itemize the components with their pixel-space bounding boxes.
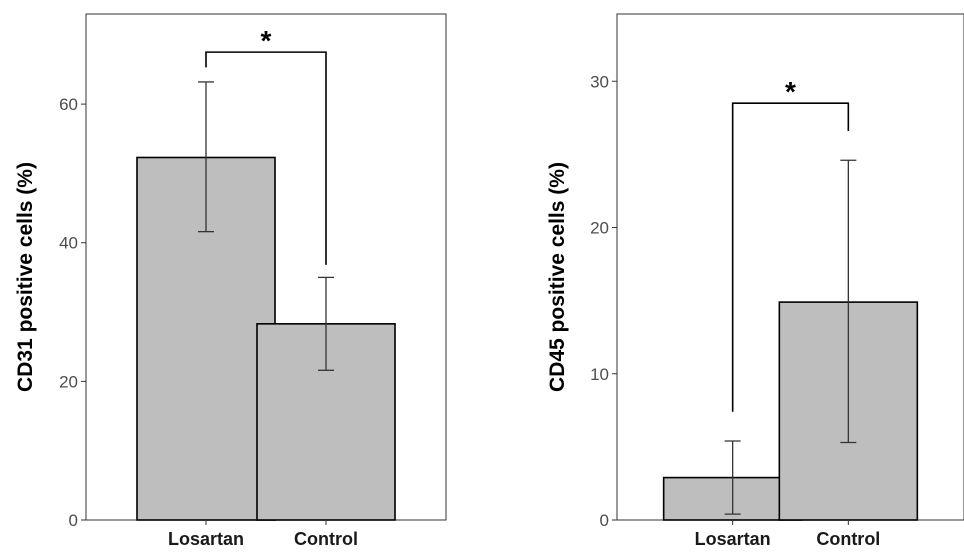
cd45-errorbar-losartan: [724, 440, 741, 515]
cd45-ylabel: CD45 positive cells (%): [546, 162, 569, 392]
cd45-ytick-label: 0: [600, 511, 609, 530]
cd45-ytick-label: 20: [590, 219, 609, 238]
cd45-ytick-label: 10: [590, 365, 609, 384]
cd31-errorbar-control: [318, 276, 334, 371]
cd45-panel: * 0 10 20 30 Losartan Control CD45 positive cel…: [546, 13, 964, 549]
cd31-ylabel: CD31 positive cells (%): [14, 162, 37, 392]
cd45-ytick-label: 30: [590, 72, 609, 91]
cd31-ytick-label: 60: [59, 95, 78, 114]
cd31-panel: * 0 20 40 60 Losartan Control CD31 positive cel…: [14, 13, 447, 549]
cd45-significance-label: *: [785, 76, 796, 107]
cd45-category-label-control: Control: [816, 529, 880, 548]
cd45-errorbar-control: [840, 159, 857, 444]
cd31-ytick-label: 0: [69, 511, 78, 530]
cd31-category-label-control: Control: [294, 529, 358, 548]
cd31-significance-bracket: [205, 51, 327, 265]
cd31-ytick-label: 20: [59, 372, 78, 391]
cd31-ytick-label: 40: [59, 234, 78, 253]
cd31-errorbar-losartan: [198, 81, 214, 233]
cd31-category-label-losartan: Losartan: [168, 529, 244, 548]
cd31-significance-label: *: [261, 25, 272, 56]
cd45-significance-bracket: [731, 102, 850, 412]
cd45-category-label-losartan: Losartan: [695, 529, 771, 548]
